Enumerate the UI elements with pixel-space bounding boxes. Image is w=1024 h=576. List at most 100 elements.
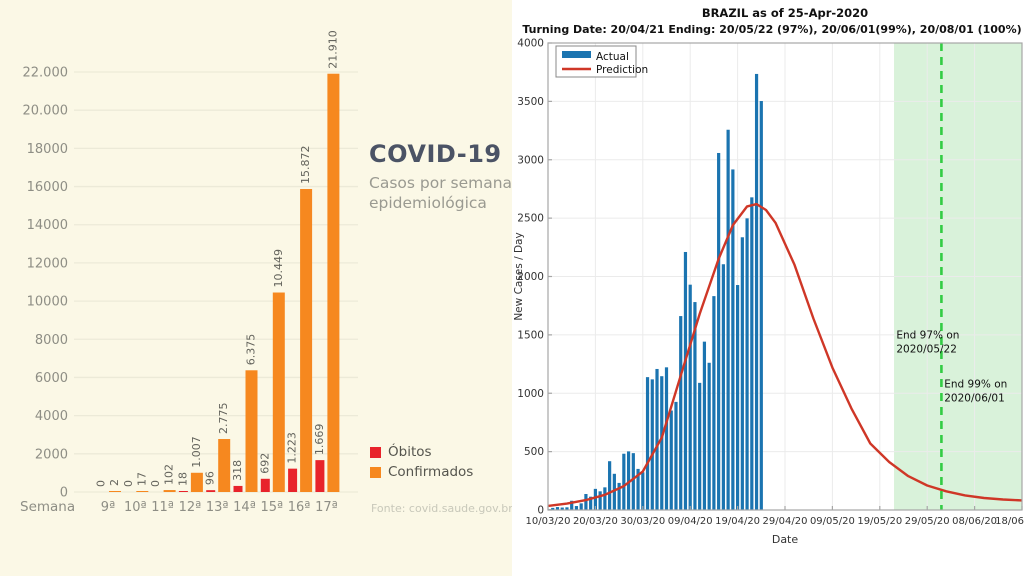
actual-bar — [608, 461, 612, 510]
actual-bar — [693, 302, 697, 510]
actual-bar — [598, 491, 602, 510]
actual-bar — [584, 494, 588, 510]
confirmados-value-label: 15.872 — [299, 145, 312, 184]
confirmados-color-swatch — [370, 466, 381, 478]
left-chart-subtitle-line2: epidemiológica — [369, 194, 487, 212]
left-chart-legend: Óbitos Confirmados — [370, 442, 473, 482]
legend-label-obitos: Óbitos — [388, 444, 432, 460]
x-tick-label: 19/05/20 — [857, 516, 902, 527]
actual-bar — [626, 451, 631, 510]
actual-bar — [745, 218, 749, 510]
x-tick-label: 18/06 — [995, 516, 1024, 527]
legend-label-confirmados: Confirmados — [388, 464, 474, 480]
actual-bar — [698, 382, 702, 510]
obitos-bar — [206, 490, 216, 492]
y-tick-label: 22.000 — [23, 66, 69, 81]
x-tick-label: 09/04/20 — [668, 516, 713, 527]
y-tick-label: 3500 — [517, 96, 544, 108]
y-tick-label: 10000 — [27, 295, 68, 310]
x-tick-label: 19/04/20 — [715, 516, 760, 527]
x-tick-label: 08/06/20 — [952, 516, 997, 527]
actual-bar — [750, 197, 754, 510]
actual-bar — [650, 379, 654, 510]
confirmados-value-label: 2 — [108, 479, 121, 486]
y-tick-label: 2000 — [517, 271, 544, 283]
week-tick-label: 11ª — [151, 500, 174, 515]
left-chart-subtitle-line1: Casos por semana — [369, 174, 512, 192]
confirmados-value-label: 1.007 — [190, 436, 203, 468]
week-tick-label: 9ª — [101, 500, 115, 515]
confirmados-bar — [136, 491, 149, 492]
confirmados-value-label: 102 — [163, 464, 176, 485]
actual-bar — [589, 496, 593, 510]
actual-bar — [759, 101, 763, 510]
confirmados-bar — [300, 188, 313, 493]
actual-bar — [688, 284, 692, 510]
actual-bar — [712, 296, 716, 510]
actual-bar — [754, 73, 759, 510]
weekly-cases-bar-chart: 22.00020.0001800016000140001200010000800… — [20, 30, 358, 515]
y-tick-label: 14000 — [27, 218, 68, 233]
actual-bar — [736, 285, 740, 510]
actual-bar — [560, 507, 564, 510]
actual-bar — [660, 376, 664, 510]
y-tick-label: 500 — [524, 446, 544, 458]
actual-bar — [579, 503, 583, 510]
obitos-bar — [260, 478, 270, 492]
y-tick-label: 2500 — [517, 213, 544, 225]
actual-bar — [570, 500, 574, 510]
week-tick-label: 10ª — [124, 500, 147, 515]
right-chart-subtitle: Turning Date: 20/04/21 Ending: 20/05/22 … — [522, 23, 1022, 36]
y-tick-label: 1500 — [517, 329, 544, 341]
confirmados-value-label: 2.775 — [217, 403, 230, 435]
actual-bar — [683, 251, 688, 511]
y-tick-label: 8000 — [35, 333, 68, 348]
y-tick-label: 1000 — [517, 388, 544, 400]
obitos-value-label: 96 — [204, 471, 217, 485]
prediction-chart: 0 500 1000 1500 2000 2500 3000 3500 4000 10/03/20… — [513, 38, 1024, 547]
y-tick-label: 2000 — [35, 447, 68, 462]
actual-bar — [655, 368, 659, 510]
actual-bar — [674, 401, 678, 510]
week-tick-label: 14ª — [233, 500, 256, 515]
actual-bar — [636, 468, 640, 510]
actual-bar — [731, 169, 735, 510]
confirmados-value-label: 6.375 — [245, 334, 258, 366]
y-tick-label: 4000 — [517, 38, 544, 50]
actual-bar — [617, 482, 621, 510]
obitos-value-label: 0 — [95, 480, 108, 487]
legend-prediction-label: Prediction — [596, 64, 648, 76]
y-tick-label: 12000 — [27, 256, 68, 271]
prediction-chart-panel: 0 500 1000 1500 2000 2500 3000 3500 4000 10/03/20… — [512, 0, 1024, 576]
actual-bar — [664, 367, 669, 510]
y-axis-title: New Cases / Day — [513, 232, 525, 320]
y-tick-label: 4000 — [35, 409, 68, 424]
confirmados-value-label: 10.449 — [272, 249, 285, 288]
week-tick-label: 16ª — [288, 500, 311, 515]
y-tick-label: 0 — [60, 486, 68, 501]
obitos-value-label: 318 — [231, 460, 244, 481]
x-tick-label: 20/03/20 — [573, 516, 618, 527]
confirmados-value-label: 21.910 — [326, 30, 339, 69]
obitos-value-label: 18 — [176, 472, 189, 486]
x-axis-title: Date — [772, 533, 799, 546]
y-tick-label: 20.000 — [23, 104, 69, 119]
legend-actual-label: Actual — [596, 51, 629, 63]
left-chart-title: COVID-19 — [369, 140, 502, 168]
legend-item-confirmados: Confirmados — [370, 462, 473, 482]
actual-bar — [574, 506, 579, 510]
obitos-bar — [315, 460, 325, 492]
y-tick-label: 3000 — [517, 154, 544, 166]
week-tick-label: 12ª — [179, 500, 202, 515]
actual-bar — [612, 473, 616, 510]
actual-bar — [555, 507, 560, 510]
confirmados-bar — [272, 292, 285, 492]
annotation-line2: 2020/06/01 — [944, 392, 1005, 404]
actual-bar — [702, 341, 707, 510]
prediction-line — [547, 202, 1023, 508]
x-axis-title: Semana — [20, 499, 75, 515]
obitos-color-swatch — [370, 446, 381, 458]
x-tick-label: 09/05/20 — [810, 516, 855, 527]
y-tick-label: 16000 — [27, 180, 68, 195]
